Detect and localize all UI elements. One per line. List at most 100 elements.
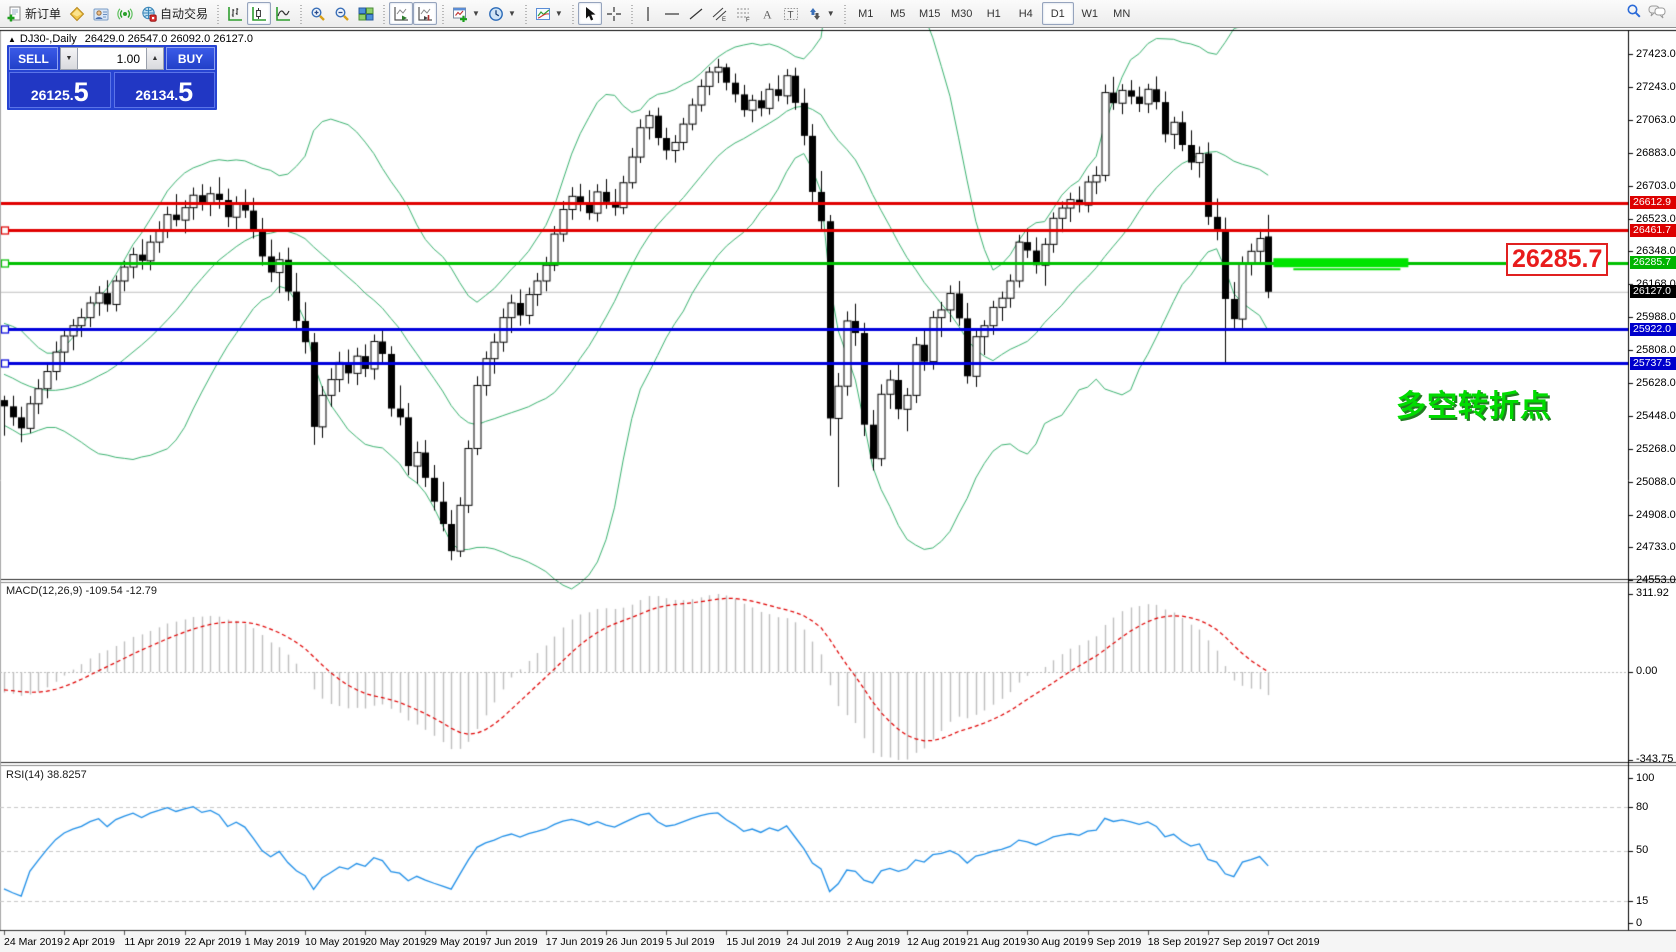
toolbar-separator (568, 2, 576, 25)
timeframe-button-m15[interactable]: M15 (919, 7, 941, 20)
toolbar-separator (627, 2, 635, 25)
line-chart-mode-button[interactable] (271, 2, 295, 25)
search-icon[interactable] (1626, 3, 1642, 24)
text-icon: A (760, 6, 774, 22)
navigator-icon (93, 6, 109, 22)
horizontal-line-tool-button[interactable] (660, 2, 684, 25)
dropdown-caret: ▼ (472, 9, 480, 18)
tile-windows-button[interactable] (354, 2, 378, 25)
line-chart-icon (275, 6, 291, 22)
volume-input[interactable]: 1.00 (78, 47, 146, 70)
rsi-indicator-label: RSI(14) 38.8257 (6, 769, 87, 781)
timeframe-button-m5[interactable]: M5 (890, 7, 906, 20)
clock-icon (488, 6, 504, 22)
chart-shift-button[interactable] (413, 2, 438, 25)
cursor-icon (582, 6, 598, 22)
toolbar-separator (297, 2, 305, 25)
zoom-in-button[interactable] (306, 2, 330, 25)
zoom-in-icon (310, 6, 326, 22)
trendline-icon (688, 6, 704, 22)
symbol-name: DJ30-,Daily (19, 33, 77, 45)
buy-price-big-digit: 5 (178, 77, 194, 107)
bar-chart-mode-button[interactable] (223, 2, 247, 25)
toolbar-separator (840, 2, 848, 25)
vertical-line-tool-button[interactable] (637, 2, 660, 25)
text-label-icon: T (783, 6, 799, 22)
fibonacci-tool-button[interactable]: F (732, 2, 756, 25)
new-chart-button[interactable]: ▼ (448, 2, 484, 25)
svg-text:T: T (787, 10, 793, 21)
price-callout-label[interactable]: 26285.7 (1506, 243, 1609, 276)
sell-price-display[interactable]: 26125. 5 (9, 72, 111, 108)
volume-increase-button[interactable]: ▲ (146, 47, 164, 70)
crosshair-tool-button[interactable] (602, 2, 626, 25)
new-order-icon (6, 6, 22, 22)
alerts-button[interactable] (113, 2, 137, 25)
chart-shift-icon (417, 6, 433, 22)
new-order-button[interactable]: 新订单 (2, 2, 65, 25)
svg-text:A: A (763, 7, 772, 21)
collapse-arrow-icon[interactable]: ▲ (8, 35, 16, 44)
new-order-label: 新订单 (25, 7, 62, 21)
toolbar-separator (439, 2, 447, 25)
trendline-tool-button[interactable] (684, 2, 708, 25)
indicators-button[interactable]: ▼ (531, 2, 567, 25)
timeframe-button-m1[interactable]: M1 (858, 7, 874, 20)
market-watch-icon (69, 6, 85, 22)
auto-scroll-icon (393, 6, 409, 22)
tile-windows-icon (358, 6, 374, 22)
market-watch-button[interactable] (65, 2, 89, 25)
toolbar-separator (380, 2, 388, 25)
navigator-button[interactable] (89, 2, 113, 25)
fibonacci-icon: F (736, 6, 752, 22)
zoom-out-button[interactable] (330, 2, 354, 25)
chart-annotation-text[interactable]: 多空转折点 (1396, 390, 1551, 423)
dropdown-caret: ▼ (507, 9, 516, 18)
buy-price-main: 26134. (135, 87, 179, 103)
auto-trading-button[interactable]: 自动交易 (137, 2, 212, 25)
sell-price-main: 26125. (30, 87, 74, 103)
timeframe-button-d1[interactable]: D1 (1041, 2, 1074, 25)
equidistant-channel-tool-button[interactable]: E (708, 2, 732, 25)
timeframe-button-w1[interactable]: W1 (1081, 7, 1098, 20)
buy-price-display[interactable]: 26134. 5 (113, 72, 215, 108)
timeframe-button-h1[interactable]: H1 (986, 7, 1001, 20)
text-tool-button[interactable]: A (756, 2, 779, 25)
arrows-tool-button[interactable]: ▼ (803, 2, 839, 25)
toolbar-separator (521, 2, 529, 25)
chat-icon[interactable] (1648, 3, 1666, 24)
new-chart-icon (452, 6, 468, 22)
symbol-header: ▲ DJ30-,Daily 26429.0 26547.0 26092.0 2612… (8, 33, 253, 45)
bar-chart-icon (227, 6, 243, 22)
main-toolbar: 新订单 自动交易 (0, 0, 1676, 28)
macd-indicator-label: MACD(12,26,9) -109.54 -12.79 (6, 585, 158, 597)
volume-stepper: ▼ 1.00 ▲ (60, 47, 164, 70)
timeframe-button-mn[interactable]: MN (1113, 7, 1131, 20)
auto-scroll-button[interactable] (389, 2, 414, 25)
zoom-out-icon (334, 6, 350, 22)
horizontal-line-icon (664, 6, 680, 22)
dropdown-caret: ▼ (554, 9, 563, 18)
buy-button[interactable]: BUY (166, 47, 215, 70)
vertical-line-icon (641, 6, 655, 22)
cursor-tool-button[interactable] (577, 2, 602, 25)
ohlc-values: 26429.0 26547.0 26092.0 26127.0 (84, 33, 253, 45)
volume-decrease-button[interactable]: ▼ (60, 47, 78, 70)
broadcast-icon (117, 6, 133, 22)
channel-icon: E (712, 6, 728, 22)
timeframe-button-m30[interactable]: M30 (951, 7, 973, 20)
indicators-icon (535, 6, 551, 22)
sell-button[interactable]: SELL (9, 47, 58, 70)
svg-text:F: F (746, 17, 750, 22)
crosshair-icon (606, 6, 622, 22)
candlestick-mode-button[interactable] (247, 2, 272, 25)
one-click-trading-panel: SELL ▼ 1.00 ▲ BUY 26125. 5 26134. 5 (7, 45, 217, 110)
arrows-icon (807, 6, 823, 22)
periodicity-button[interactable]: ▼ (484, 2, 520, 25)
text-label-tool-button[interactable]: T (779, 2, 803, 25)
toolbar-separator (214, 2, 222, 25)
timeframe-button-h4[interactable]: H4 (1018, 7, 1033, 20)
auto-trading-label: 自动交易 (160, 7, 209, 21)
